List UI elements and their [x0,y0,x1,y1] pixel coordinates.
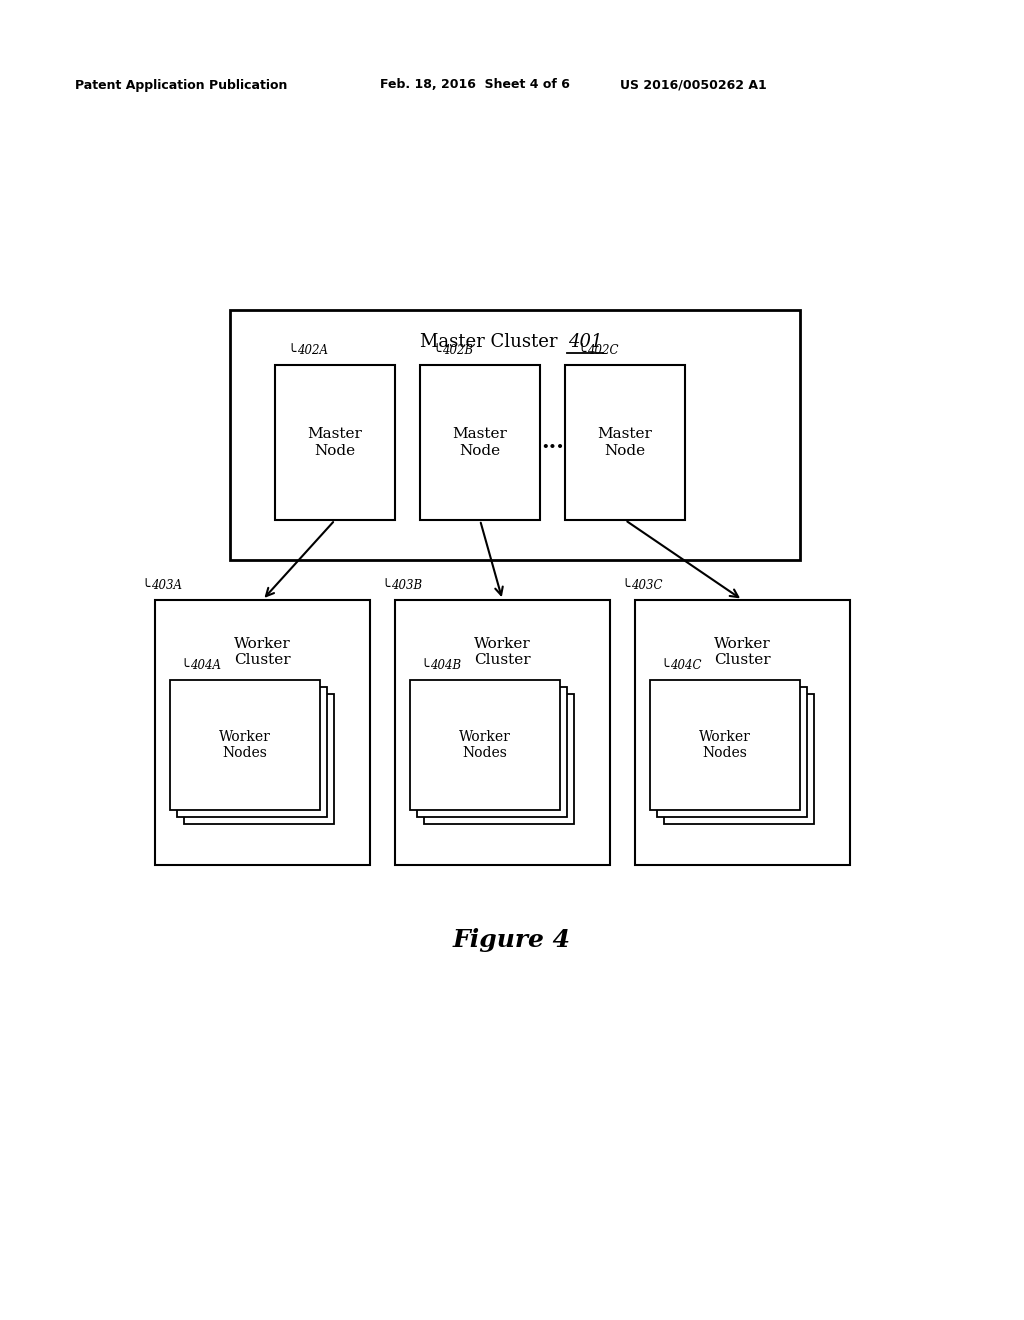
Text: 402A: 402A [297,345,328,356]
Text: ╰: ╰ [577,345,586,359]
Bar [417,686,567,817]
Text: 402B: 402B [442,345,473,356]
Bar [177,686,327,817]
Bar [650,680,800,810]
Text: Worker
Cluster: Worker Cluster [234,636,291,667]
Text: 403B: 403B [391,579,422,591]
Text: Worker
Cluster: Worker Cluster [474,636,530,667]
Text: 401: 401 [567,333,602,351]
Bar [424,694,574,824]
Bar [635,601,850,865]
Text: ╰: ╰ [621,579,630,594]
Text: Worker
Nodes: Worker Nodes [459,730,511,760]
Text: ╰: ╰ [420,660,428,675]
Text: ╰: ╰ [141,579,150,594]
Bar [420,366,540,520]
Text: 403A: 403A [151,579,182,591]
Bar [155,601,370,865]
Text: ╰: ╰ [381,579,389,594]
Text: Worker
Cluster: Worker Cluster [714,636,771,667]
Text: 404B: 404B [430,659,461,672]
Bar [395,601,610,865]
Text: ╰: ╰ [287,345,295,359]
Text: 403C: 403C [631,579,663,591]
Text: Feb. 18, 2016  Sheet 4 of 6: Feb. 18, 2016 Sheet 4 of 6 [380,78,570,91]
Text: Master
Node: Master Node [598,428,652,458]
Bar [170,680,319,810]
Bar [410,680,560,810]
Text: Figure 4: Figure 4 [453,928,571,952]
Bar [184,694,334,824]
Text: Worker
Nodes: Worker Nodes [699,730,751,760]
Bar [664,694,814,824]
Bar [565,366,685,520]
Bar [657,686,807,817]
Text: ╰: ╰ [180,660,188,675]
Text: ╰: ╰ [432,345,440,359]
Text: 404A: 404A [190,659,221,672]
Text: Patent Application Publication: Patent Application Publication [75,78,288,91]
Text: Master Cluster: Master Cluster [421,333,569,351]
Text: 404C: 404C [670,659,701,672]
Text: 402C: 402C [587,345,618,356]
Text: US 2016/0050262 A1: US 2016/0050262 A1 [620,78,767,91]
Text: Master
Node: Master Node [307,428,362,458]
Text: Master
Node: Master Node [453,428,508,458]
Text: ...: ... [541,432,564,454]
Text: ╰: ╰ [660,660,669,675]
Text: Worker
Nodes: Worker Nodes [219,730,271,760]
Bar [230,310,800,560]
Bar [275,366,395,520]
